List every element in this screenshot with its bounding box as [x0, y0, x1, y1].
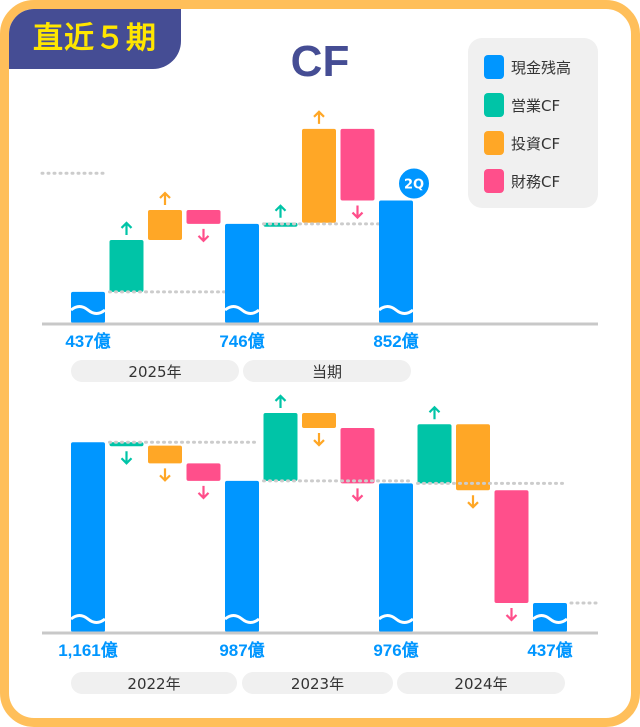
axis-break-icon — [224, 305, 260, 315]
legend-swatch — [484, 131, 504, 155]
cash-bar — [71, 291, 105, 323]
legend: 現金残高 営業CF 投資CF 財務CF — [468, 38, 598, 208]
period-pill — [242, 672, 393, 694]
investing-bar — [302, 128, 336, 223]
financing-bar — [494, 490, 529, 603]
period-label: 2022年 — [127, 675, 180, 693]
axis-break-icon — [224, 614, 260, 624]
axis-break-icon — [70, 305, 106, 315]
cash-bar — [379, 200, 413, 323]
down-arrow-icon — [197, 228, 210, 243]
axis-break-icon — [378, 614, 414, 624]
period-label: 2024年 — [454, 675, 507, 693]
down-arrow-icon — [467, 495, 479, 509]
cash-label: 437億 — [65, 331, 110, 351]
chart-title: CF — [290, 37, 350, 86]
cash-label: 746億 — [219, 331, 264, 351]
legend-label: 財務CF — [511, 172, 561, 191]
up-arrow-icon — [120, 221, 133, 235]
legend-label: 営業CF — [511, 96, 561, 115]
legend-label: 現金残高 — [511, 58, 572, 77]
quarter-badge — [397, 166, 431, 201]
down-arrow-icon — [197, 485, 210, 500]
cash-bar — [379, 483, 413, 632]
period-badge: 直近５期 — [9, 9, 181, 69]
up-arrow-icon — [274, 204, 287, 218]
up-arrow-icon — [159, 191, 171, 206]
axis-break-icon — [70, 614, 106, 624]
axis-break-icon — [378, 305, 414, 315]
cash-label: 987億 — [219, 640, 264, 660]
legend-financing: 財務CF — [484, 169, 560, 193]
down-arrow-icon — [351, 205, 364, 220]
legend-swatch — [484, 169, 504, 193]
period-label: 当期 — [312, 363, 342, 381]
cash-label: 976億 — [373, 640, 418, 660]
down-arrow-icon — [313, 433, 325, 447]
quarter-badge-text: 2Q — [404, 178, 424, 193]
up-arrow-icon — [428, 405, 441, 420]
cash-label: 1,161億 — [58, 640, 118, 660]
down-arrow-icon — [159, 468, 171, 482]
operating-bar — [263, 412, 298, 481]
legend-operating: 営業CF — [484, 93, 560, 117]
cash-bar — [71, 442, 105, 632]
axis-break-icon — [532, 614, 568, 624]
operating-bar — [417, 424, 452, 484]
investing-bar — [302, 412, 336, 429]
legend-swatch — [484, 93, 504, 117]
investing-bar — [148, 445, 182, 464]
period-pill — [71, 672, 237, 694]
investing-bar — [148, 210, 182, 240]
financing-bar — [340, 428, 375, 484]
period-pill — [397, 672, 565, 694]
up-arrow-icon — [274, 394, 287, 408]
legend-swatch — [484, 55, 504, 79]
cash-bar — [225, 223, 259, 323]
financing-bar — [340, 128, 375, 201]
financing-bar — [186, 463, 221, 481]
cash-label: 852億 — [373, 331, 418, 351]
legend-investing: 投資CF — [484, 131, 560, 155]
down-arrow-icon — [351, 488, 364, 502]
financing-bar — [186, 210, 221, 224]
operating-bar — [109, 239, 144, 292]
up-arrow-icon — [313, 110, 325, 124]
cash-bar — [225, 480, 259, 632]
legend-label: 投資CF — [511, 134, 561, 153]
period-pill — [71, 360, 239, 382]
investing-bar — [456, 424, 490, 491]
legend-cash: 現金残高 — [484, 55, 571, 79]
period-label: 2023年 — [291, 675, 344, 693]
period-label: 2025年 — [128, 363, 181, 381]
down-arrow-icon — [505, 607, 518, 622]
cash-label: 437億 — [527, 640, 572, 660]
period-pill — [243, 360, 411, 382]
down-arrow-icon — [120, 451, 133, 465]
